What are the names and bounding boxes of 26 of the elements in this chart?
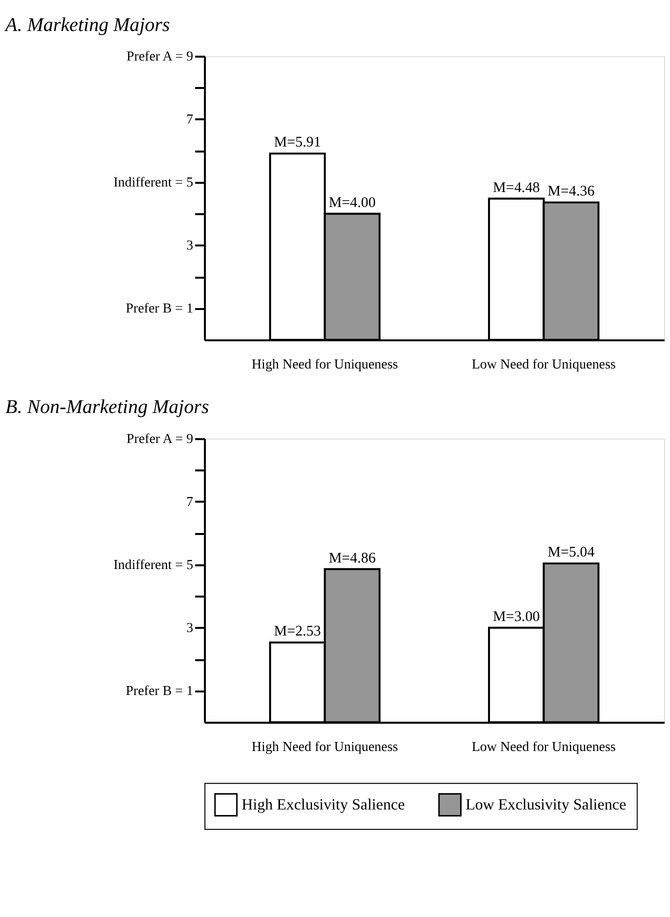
y-tick-label: Indifferent = 5 bbox=[113, 557, 194, 572]
y-tick-label: Prefer B = 1 bbox=[126, 300, 194, 316]
data-label: M=4.86 bbox=[328, 550, 376, 566]
data-label: M=5.91 bbox=[274, 134, 321, 151]
x-tick-label: Low Need for Uniqueness bbox=[472, 739, 616, 754]
data-label: M=5.04 bbox=[548, 544, 596, 561]
x-tick-label: High Need for Uniqueness bbox=[252, 356, 398, 372]
x-tick-label: High Need for Uniqueness bbox=[252, 739, 398, 754]
y-tick-label: Prefer B = 1 bbox=[126, 683, 194, 698]
y-tick-label: 7 bbox=[186, 494, 194, 510]
x-tick-label: Low Need for Uniqueness bbox=[472, 356, 616, 372]
legend-label: Low Exclusivity Salience bbox=[466, 796, 626, 814]
y-tick-label: 7 bbox=[186, 112, 194, 127]
data-label: M=4.00 bbox=[328, 194, 376, 211]
y-tick-label: 3 bbox=[186, 620, 194, 636]
y-tick-label: Prefer A = 9 bbox=[126, 431, 194, 446]
data-label: M=2.53 bbox=[274, 624, 321, 640]
chart-title: B. Non-Marketing Majors bbox=[5, 397, 210, 418]
data-label: M=4.36 bbox=[548, 184, 595, 200]
y-tick-label: 3 bbox=[186, 238, 194, 253]
data-label: M=4.48 bbox=[492, 180, 540, 196]
legend-label: High Exclusivity Salience bbox=[242, 796, 405, 814]
y-tick-label: Prefer A = 9 bbox=[126, 48, 194, 64]
data-label: M=3.00 bbox=[492, 608, 540, 625]
y-tick-label: Indifferent = 5 bbox=[113, 174, 194, 190]
chart-title: A. Marketing Majors bbox=[3, 14, 170, 36]
